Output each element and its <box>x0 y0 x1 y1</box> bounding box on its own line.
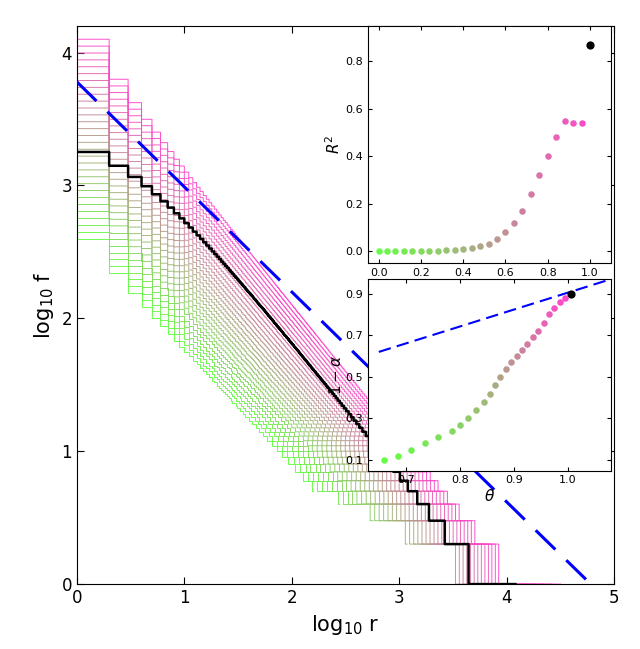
Point <box>500 363 511 374</box>
Point <box>407 246 417 256</box>
Point <box>458 244 468 254</box>
Point <box>585 40 595 50</box>
X-axis label: $\theta$: $\theta$ <box>484 488 495 504</box>
Y-axis label: $R^2$: $R^2$ <box>324 135 342 154</box>
Point <box>560 293 570 303</box>
Point <box>522 338 532 349</box>
Point <box>433 432 444 443</box>
Point <box>534 170 545 180</box>
Point <box>424 245 435 256</box>
Point <box>441 245 451 256</box>
Point <box>525 189 536 199</box>
Point <box>471 405 481 415</box>
Point <box>566 288 576 299</box>
Point <box>447 426 457 436</box>
Point <box>544 310 554 320</box>
Point <box>433 245 443 256</box>
Point <box>483 239 493 249</box>
Point <box>511 351 522 361</box>
Point <box>449 245 460 255</box>
Point <box>509 217 519 228</box>
Point <box>463 413 473 424</box>
Point <box>543 151 553 162</box>
Y-axis label: $1 - \alpha$: $1 - \alpha$ <box>328 354 344 395</box>
Point <box>382 246 392 256</box>
Point <box>379 455 389 465</box>
Point <box>475 241 485 251</box>
Point <box>533 326 543 336</box>
Point <box>555 297 565 307</box>
Point <box>406 445 417 455</box>
Point <box>492 234 502 245</box>
X-axis label: $q$: $q$ <box>484 280 495 297</box>
Point <box>455 419 465 430</box>
Point <box>392 451 403 461</box>
Point <box>416 246 426 256</box>
Point <box>577 118 587 129</box>
Point <box>551 132 561 143</box>
Point <box>420 438 430 448</box>
Point <box>549 303 559 313</box>
Point <box>479 397 490 407</box>
Point <box>500 227 511 238</box>
Point <box>538 317 548 328</box>
Y-axis label: log$_{10}$ f: log$_{10}$ f <box>32 271 56 339</box>
Point <box>528 332 538 343</box>
Point <box>390 246 401 256</box>
Point <box>568 118 579 129</box>
Point <box>374 246 384 256</box>
Point <box>399 246 409 256</box>
Point <box>495 372 506 382</box>
Point <box>467 243 477 253</box>
Point <box>506 357 516 367</box>
Point <box>484 388 495 398</box>
Point <box>517 206 527 216</box>
Point <box>559 116 570 126</box>
Point <box>490 380 500 391</box>
Point <box>517 345 527 355</box>
X-axis label: log$_{10}$ r: log$_{10}$ r <box>312 613 380 637</box>
